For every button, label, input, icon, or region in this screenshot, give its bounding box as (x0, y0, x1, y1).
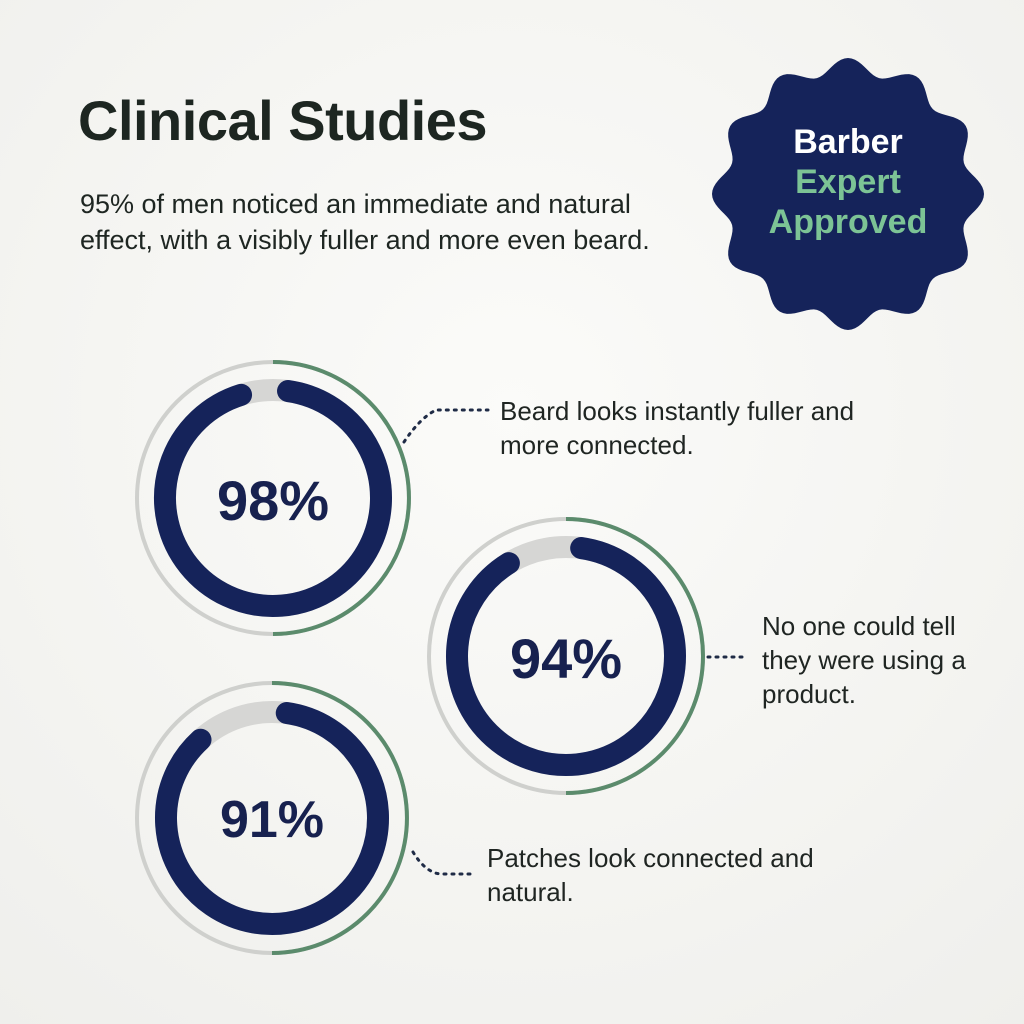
stat-caption-1: Beard looks instantly fuller and more co… (500, 396, 855, 460)
leader-line-1 (402, 408, 490, 444)
ring-chart-1 (135, 360, 411, 636)
ring-fill-3 (155, 702, 389, 935)
outer-ring-arc-3 (271, 681, 409, 955)
ring-chart-3 (135, 681, 409, 955)
ring-fill-1 (154, 380, 392, 617)
stat-value-2: 94% (509, 627, 623, 690)
outer-ring-arc-2 (565, 517, 705, 795)
stat-value-1: 98% (216, 469, 330, 532)
badge-line-approved: Approved (768, 203, 928, 241)
stat-value-3: 91% (219, 791, 325, 849)
stat-caption-3: Patches look connected and natural. (487, 843, 814, 907)
ring-chart-2 (427, 517, 705, 795)
outer-ring-arc-1 (272, 360, 411, 636)
ring-fill-2 (446, 537, 686, 776)
page-subtitle: 95% of men noticed an immediate and natu… (80, 189, 650, 255)
badge-seal-shape (712, 58, 984, 330)
stat-ring-3: 91% (132, 678, 412, 958)
badge-line-barber: Barber (793, 123, 903, 161)
page-title: Clinical Studies (78, 89, 488, 152)
leader-line-3 (411, 850, 476, 876)
stat-ring-2: 94% (424, 514, 708, 798)
badge-line-expert: Expert (795, 163, 901, 201)
stat-caption-2: No one could tell they were using a prod… (762, 611, 966, 709)
stat-ring-1: 98% (132, 357, 414, 639)
approval-badge: Barber Expert Approved (708, 54, 988, 334)
